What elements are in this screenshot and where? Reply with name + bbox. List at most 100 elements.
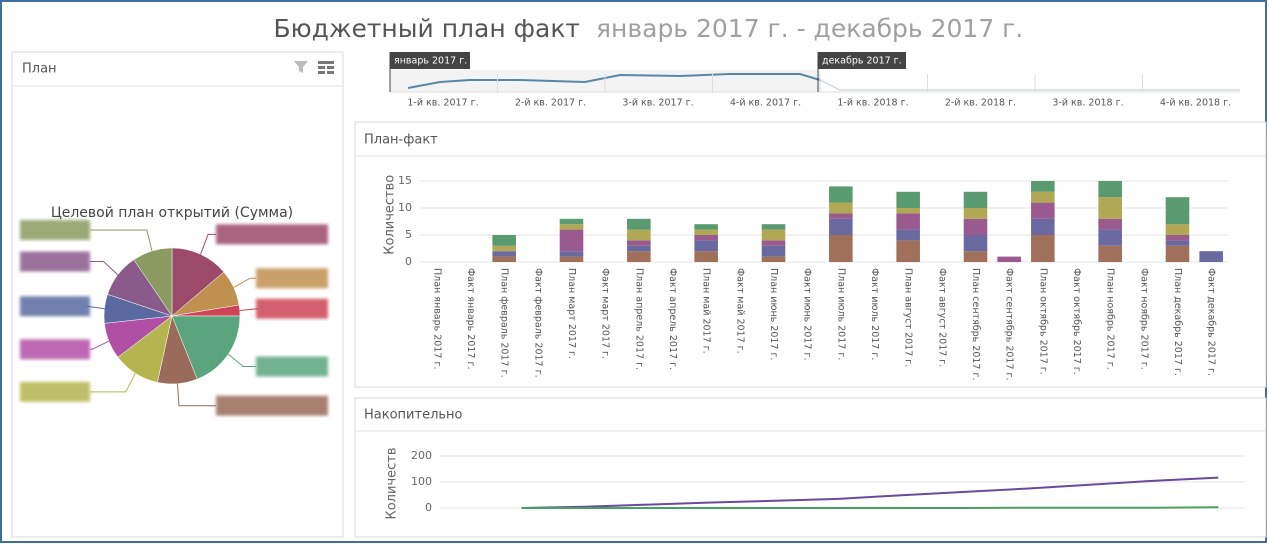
y-tick-label: 200 [411, 449, 432, 462]
blurred-legend-label [20, 381, 90, 402]
bar-segment [559, 229, 584, 252]
layout-icon[interactable] [318, 61, 334, 74]
bar-segment [559, 224, 584, 230]
y-tick-label: 100 [411, 475, 432, 488]
filter-icon[interactable] [294, 61, 308, 73]
blurred-legend-label [20, 339, 90, 360]
range-quarter-label: 3-й кв. 2018 г. [1052, 98, 1123, 109]
bar-segment [1165, 235, 1190, 241]
pie-chart: Целевой план открытий (Сумма) [20, 205, 328, 416]
range-quarter-label: 2-й кв. 2017 г. [515, 98, 586, 109]
y-tick-label: 0 [405, 255, 412, 268]
range-quarter-label: 4-й кв. 2018 г. [1160, 98, 1231, 109]
bar-segment [627, 218, 651, 230]
bar-segment [963, 251, 988, 262]
y-tick-label: 15 [398, 174, 412, 187]
bar-segment [896, 229, 920, 241]
x-tick-label: Факт ноябрь 2017 г. [1138, 268, 1149, 370]
x-tick-label: Факт июль 2017 г. [869, 268, 880, 360]
x-tick-label: Факт декабрь 2017 г. [1206, 268, 1217, 376]
x-tick-label: План февраль 2017 г. [499, 268, 510, 378]
bar-segment [1031, 235, 1055, 262]
x-tick-label: План декабрь 2017 г. [1172, 268, 1183, 376]
x-tick-label: План июнь 2017 г. [768, 268, 779, 360]
bar-segment [492, 251, 516, 257]
bar-segment [1031, 191, 1055, 203]
x-tick-label: План сентябрь 2017 г. [970, 268, 981, 381]
range-line-future [819, 79, 1240, 91]
bar-segment [1199, 251, 1223, 262]
blurred-legend-label [20, 251, 90, 272]
panel-title: Накопительно [364, 408, 463, 423]
leader-line [233, 277, 256, 288]
x-tick-label: Факт июнь 2017 г. [802, 268, 813, 361]
bar-segment [627, 245, 651, 252]
bar-segment [559, 256, 584, 262]
line-chart: Количеств 0 100 200 [385, 447, 1245, 520]
range-end-flag[interactable] [818, 52, 906, 69]
bar-segment [1165, 197, 1190, 225]
x-tick-label: План июль 2017 г. [835, 268, 846, 360]
range-start-label: январь 2017 г. [394, 56, 467, 67]
range-quarter-label: 1-й кв. 2018 г. [837, 98, 908, 109]
bar-segment [694, 229, 718, 235]
x-tick-label: Факт февраль 2017 г. [532, 268, 543, 378]
chart-title: Целевой план открытий (Сумма) [51, 205, 293, 221]
x-tick-label: План октябрь 2017 г. [1037, 268, 1048, 375]
bar-segment [896, 191, 920, 208]
x-tick-label: План ноябрь 2017 г. [1105, 268, 1116, 370]
x-tick-label: Факт август 2017 г. [936, 268, 947, 367]
bar-segment [761, 229, 786, 241]
y-axis-label: Количеств [385, 447, 400, 519]
bar-segment [829, 213, 853, 219]
bar-segment [694, 251, 718, 262]
panel-title: План [22, 62, 57, 77]
bar-segment [1098, 245, 1122, 262]
period: январь 2017 г. - декабрь 2017 г. [596, 14, 1023, 43]
range-selector[interactable]: январь 2017 г. декабрь 2017 г. 1-й кв. 2… [389, 52, 1240, 109]
bar-segment [694, 240, 718, 252]
x-tick-label: Факт апрель 2017 г. [667, 268, 678, 370]
panel [11, 51, 344, 538]
range-start-flag[interactable] [390, 52, 470, 69]
bar-segment [997, 256, 1021, 262]
bar-segment [694, 224, 718, 230]
bar-segment [761, 256, 786, 262]
bar-segment [896, 213, 920, 230]
leader-line [177, 383, 216, 407]
x-tick-label: Факт сентябрь 2017 г. [1004, 268, 1015, 381]
x-tick-label: План май 2017 г. [701, 268, 712, 354]
blurred-legend-label [256, 268, 328, 289]
dashboard-title: Бюджетный план факт [273, 14, 580, 43]
x-tick-label: План апрель 2017 г. [633, 268, 644, 370]
leader-line [90, 261, 119, 276]
bar-segment [559, 251, 584, 257]
bar-segment [963, 191, 988, 208]
leader-line [90, 373, 136, 393]
panel [354, 397, 1267, 538]
bar-segment [1165, 245, 1190, 262]
panel-title: План-факт [364, 133, 438, 148]
y-tick-label: 0 [425, 501, 432, 514]
x-tick-label: Факт январь 2017 г. [465, 268, 476, 370]
bar-segment [896, 240, 920, 262]
leader-line [200, 233, 216, 255]
bar-segment [963, 218, 988, 235]
bar-segment [1031, 181, 1055, 192]
range-quarter-label: 2-й кв. 2018 г. [945, 98, 1016, 109]
bar-segment [1031, 218, 1055, 235]
leader-line [90, 229, 153, 252]
bar-segment [829, 186, 853, 203]
bar-segment [829, 202, 853, 214]
blurred-legend-label [256, 298, 328, 319]
blurred-legend-label [256, 356, 328, 377]
x-tick-label: План март 2017 г. [566, 268, 577, 359]
line-series [521, 476, 1219, 509]
bar-segment [1165, 240, 1190, 246]
blurred-legend-label [20, 296, 90, 317]
range-quarter-label: 4-й кв. 2017 г. [730, 98, 801, 109]
bar-segment [896, 208, 920, 214]
x-tick-label: План январь 2017 г. [431, 268, 442, 369]
